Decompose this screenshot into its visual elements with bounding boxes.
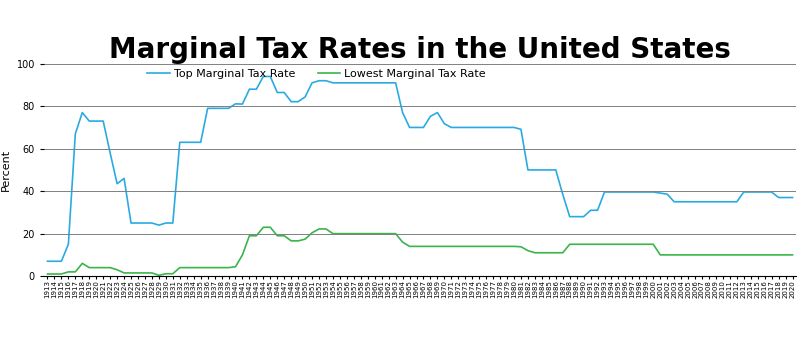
Top Marginal Tax Rate [781, 195, 790, 200]
Lowest Marginal Tax Rate [711, 253, 721, 257]
Top Marginal Tax Rate [119, 176, 129, 181]
Top Marginal Tax Rate [258, 74, 268, 79]
Line: Top Marginal Tax Rate: Top Marginal Tax Rate [47, 76, 793, 261]
Lowest Marginal Tax Rate [42, 272, 52, 276]
Legend: Top Marginal Tax Rate, Lowest Marginal Tax Rate: Top Marginal Tax Rate, Lowest Marginal T… [147, 69, 486, 79]
Lowest Marginal Tax Rate [649, 242, 658, 246]
Title: Marginal Tax Rates in the United States: Marginal Tax Rates in the United States [109, 36, 731, 64]
Lowest Marginal Tax Rate [788, 253, 798, 257]
Lowest Marginal Tax Rate [698, 253, 707, 257]
Top Marginal Tax Rate [161, 221, 170, 225]
Lowest Marginal Tax Rate [154, 273, 164, 278]
Top Marginal Tax Rate [42, 259, 52, 263]
Lowest Marginal Tax Rate [119, 271, 129, 275]
Top Marginal Tax Rate [788, 195, 798, 200]
Lowest Marginal Tax Rate [258, 225, 268, 229]
Top Marginal Tax Rate [398, 110, 407, 115]
Top Marginal Tax Rate [642, 190, 651, 194]
Lowest Marginal Tax Rate [168, 272, 178, 276]
Y-axis label: Percent: Percent [1, 149, 11, 191]
Lowest Marginal Tax Rate [405, 244, 414, 249]
Top Marginal Tax Rate [690, 200, 700, 204]
Line: Lowest Marginal Tax Rate: Lowest Marginal Tax Rate [47, 227, 793, 275]
